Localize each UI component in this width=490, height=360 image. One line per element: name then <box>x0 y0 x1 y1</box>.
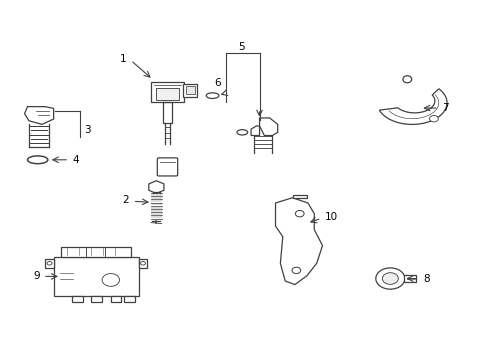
Polygon shape <box>149 181 164 193</box>
Bar <box>294 195 307 198</box>
Ellipse shape <box>403 76 412 83</box>
Ellipse shape <box>206 93 219 99</box>
FancyBboxPatch shape <box>157 158 178 176</box>
Text: 8: 8 <box>423 274 429 284</box>
Ellipse shape <box>27 156 48 164</box>
Circle shape <box>141 261 146 265</box>
Bar <box>61 247 131 257</box>
Text: 1: 1 <box>120 54 127 64</box>
Ellipse shape <box>237 130 247 135</box>
Circle shape <box>292 267 301 274</box>
Bar <box>92 296 102 302</box>
Circle shape <box>430 116 438 122</box>
Text: 2: 2 <box>122 195 129 205</box>
Circle shape <box>376 268 405 289</box>
Polygon shape <box>251 126 260 135</box>
Text: 6: 6 <box>214 78 221 88</box>
Text: 10: 10 <box>325 212 338 222</box>
Bar <box>156 88 179 100</box>
Bar <box>186 86 195 94</box>
Text: 9: 9 <box>33 271 40 282</box>
Polygon shape <box>275 198 322 284</box>
Bar <box>45 259 54 267</box>
Bar <box>111 296 122 302</box>
FancyBboxPatch shape <box>183 84 197 97</box>
Circle shape <box>47 261 52 265</box>
Polygon shape <box>260 118 278 135</box>
Circle shape <box>295 211 304 217</box>
Text: 5: 5 <box>238 42 245 52</box>
Polygon shape <box>379 89 447 125</box>
Bar <box>72 296 83 302</box>
Bar <box>139 259 147 267</box>
Polygon shape <box>24 107 53 124</box>
Bar <box>124 296 135 302</box>
Circle shape <box>382 273 398 284</box>
FancyBboxPatch shape <box>404 275 416 283</box>
Bar <box>54 257 139 296</box>
Text: 3: 3 <box>84 125 90 135</box>
FancyBboxPatch shape <box>151 82 184 102</box>
Text: 4: 4 <box>73 155 79 165</box>
Text: 7: 7 <box>442 103 449 113</box>
Circle shape <box>102 274 120 286</box>
